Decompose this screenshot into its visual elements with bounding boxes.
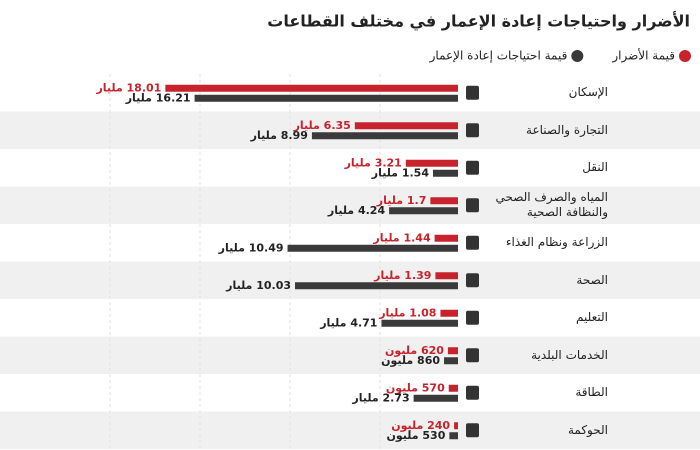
- value-label: 3.21 مليار: [344, 156, 402, 169]
- bar: [165, 84, 458, 92]
- category-label: التعليم: [576, 310, 608, 325]
- value-label: 570 مليون: [386, 381, 445, 394]
- legend-swatch: [679, 50, 691, 62]
- value-label: 10.03 مليار: [225, 279, 291, 292]
- bar: [430, 197, 458, 205]
- category-label: الطاقة: [575, 385, 608, 400]
- row-stripe: [0, 411, 700, 449]
- category-box: النقل: [582, 160, 608, 175]
- value-label: 4.71 مليار: [319, 316, 377, 329]
- bar: [311, 132, 458, 140]
- value-label: 4.24 مليار: [327, 204, 386, 217]
- category-box: الطاقة: [575, 385, 608, 400]
- value-label: 1.54 مليار: [371, 166, 430, 179]
- value-label: 1.7 مليار: [376, 194, 427, 207]
- category-box: الصحة: [576, 272, 608, 287]
- bar: [434, 234, 458, 242]
- category-label: الصحة: [576, 272, 608, 287]
- bar: [448, 384, 458, 392]
- category-icon: [466, 123, 479, 138]
- value-label: 1.39 مليار: [373, 269, 431, 282]
- category-label: الخدمات البلدية: [531, 347, 608, 362]
- bar: [354, 122, 458, 130]
- value-label: 530 مليون: [387, 429, 446, 442]
- bar: [444, 357, 458, 365]
- category-box: الخدمات البلدية: [531, 347, 608, 362]
- category-icon: [466, 385, 479, 400]
- category-box: التجارة والصناعة: [526, 122, 608, 137]
- row-stripe: [0, 336, 700, 374]
- category-icon: [466, 348, 479, 363]
- bar: [447, 347, 458, 355]
- value-label: 18.01 مليار: [95, 81, 161, 94]
- bar: [454, 422, 458, 430]
- bar: [287, 244, 458, 252]
- category-box: الحوكمة: [567, 422, 608, 437]
- value-label: 8.99 مليار: [250, 129, 308, 142]
- value-label: 860 مليون: [381, 354, 440, 367]
- value-label: 6.35 مليار: [293, 119, 351, 132]
- category-icon: [466, 160, 479, 175]
- category-box: الإسكان: [568, 85, 608, 100]
- bar: [435, 272, 458, 280]
- category-label: النقل: [582, 160, 608, 175]
- bar: [413, 394, 458, 402]
- value-label: 1.08 مليار: [378, 306, 436, 319]
- bar: [381, 319, 458, 327]
- category-label: المياه والصرف الصحي والنظافة الصحية: [495, 190, 608, 220]
- category-label: الإسكان: [568, 85, 608, 100]
- value-label: 240 مليون: [391, 419, 450, 432]
- value-label: 2.73 مليار: [351, 391, 409, 404]
- bar: [449, 432, 458, 440]
- category-icon: [466, 85, 479, 100]
- value-label: 1.44 مليار: [372, 231, 431, 244]
- bar: [194, 94, 458, 102]
- value-label: 10.49 مليار: [218, 241, 284, 254]
- category-icon: [466, 423, 479, 438]
- category-label: الزراعة ونظام الغذاء: [505, 235, 608, 250]
- chart-title: الأضرار واحتياجات إعادة الإعمار في مختلف…: [267, 12, 690, 32]
- row-stripe: [0, 111, 700, 149]
- legend-label: قيمة الأضرار: [611, 48, 675, 64]
- row-stripe: [0, 261, 700, 299]
- bar: [432, 169, 458, 177]
- value-label: 620 مليون: [385, 344, 444, 357]
- bar: [405, 159, 458, 167]
- category-icon: [466, 273, 479, 288]
- category-label: التجارة والصناعة: [526, 122, 608, 137]
- category-box: التعليم: [576, 310, 608, 325]
- row-stripe: [0, 186, 700, 224]
- category-box: المياه والصرف الصحي والنظافة الصحية: [495, 190, 608, 220]
- category-label: الحوكمة: [567, 422, 608, 437]
- category-icon: [466, 310, 479, 325]
- bar: [389, 207, 458, 215]
- category-box: الزراعة ونظام الغذاء: [505, 235, 608, 250]
- bar: [295, 282, 458, 290]
- legend-label: قيمة احتياجات إعادة الإعمار: [429, 49, 568, 64]
- legend-swatch: [571, 50, 584, 62]
- bar: [440, 309, 458, 317]
- category-icon: [466, 198, 479, 213]
- value-label: 16.21 مليار: [125, 91, 191, 104]
- category-icon: [466, 235, 479, 250]
